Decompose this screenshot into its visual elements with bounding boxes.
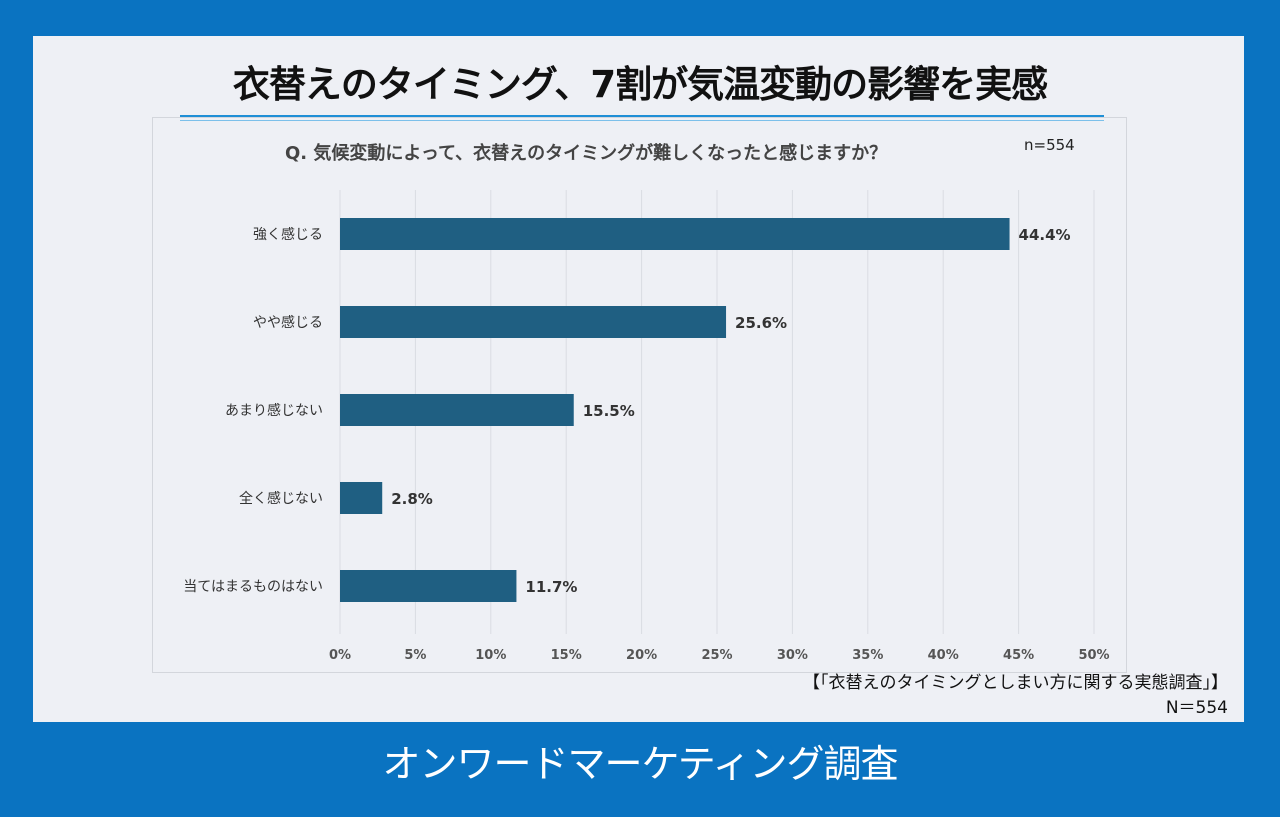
category-label: やや感じる [253,314,323,331]
chart-frame [152,117,1127,673]
category-label: 強く感じる [253,226,323,243]
chart-question: Q. 気候変動によって、衣替えのタイミングが難しくなったと感じますか？ [285,143,888,164]
bar-value-label: 2.8% [391,490,433,508]
x-tick-label: 10% [475,648,506,663]
category-label: あまり感じない [225,402,323,419]
page-title: 衣替えのタイミング、7割が気温変動の影響を実感 [232,63,1048,106]
bar-value-label: 25.6% [735,314,787,332]
x-tick-label: 40% [928,648,959,663]
x-tick-label: 45% [1003,648,1034,663]
sample-size-label: n=554 [1024,136,1075,154]
x-tick-label: 35% [852,648,883,663]
bar-value-label: 11.7% [525,578,577,596]
footer-credit: オンワードマーケティング調査 [382,742,899,786]
survey-sample-size: N＝554 [1165,698,1228,718]
title-underline-thin [180,120,1104,121]
x-tick-label: 30% [777,648,808,663]
x-tick-label: 5% [404,648,426,663]
title-underline [180,115,1104,118]
content-panel [33,36,1244,722]
category-label: 全く感じない [239,490,323,507]
bar-value-label: 44.4% [1019,226,1071,244]
x-tick-label: 15% [551,648,582,663]
survey-source: 【「衣替えのタイミングとしまい方に関する実態調査」】 [803,673,1228,693]
x-tick-label: 25% [701,648,732,663]
bar-value-label: 15.5% [583,402,635,420]
x-tick-label: 0% [329,648,351,663]
x-tick-label: 50% [1078,648,1109,663]
bar [340,570,517,602]
x-tick-label: 20% [626,648,657,663]
bar [340,218,1010,250]
bar [340,482,383,514]
category-label: 当てはまるものはない [183,579,323,595]
bar [340,394,574,426]
bar [340,306,727,338]
